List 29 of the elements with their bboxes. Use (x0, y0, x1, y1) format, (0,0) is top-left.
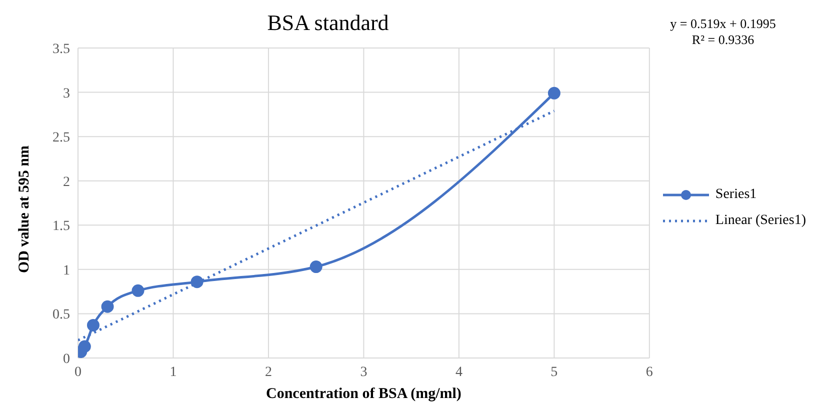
point (78, 340, 91, 353)
y-tick-label: 1 (63, 263, 70, 278)
y-tick-label: 2 (63, 174, 70, 190)
y-tick-label: 0 (63, 352, 70, 367)
text: R² = 0.9336 (690, 32, 756, 48)
point (132, 284, 144, 297)
legend-label: Series1 (715, 187, 757, 203)
y-tick-label: 0.5 (52, 308, 70, 323)
y-tick-label: 3 (63, 86, 70, 102)
chart-title: BSA standard (266, 10, 390, 36)
point (190, 276, 204, 288)
y-tick-label: 2.5 (52, 130, 70, 146)
point (101, 300, 114, 313)
x-tick-label: 3 (360, 364, 368, 380)
x-tick-label: 0 (74, 364, 82, 380)
point (86, 318, 100, 332)
point (548, 86, 560, 100)
x-axis-title: Concentration of BSA (mg/ml) (266, 386, 462, 402)
x-tick-label: 5 (550, 364, 558, 380)
x-tick-label: 1 (170, 364, 177, 380)
x-tick-label: 6 (646, 364, 653, 380)
legend-label: Linear (Series1) (715, 213, 806, 229)
y-axis-title: OD value at 595 nm (16, 144, 32, 273)
x-tick-label: 4 (455, 364, 462, 380)
text: y = 0.519x + 0.1995 (669, 16, 777, 32)
y-tick-label: 1.5 (52, 219, 70, 234)
y-tick-label: 3.5 (52, 42, 70, 57)
point (310, 260, 322, 274)
x-tick-label: 2 (264, 364, 272, 380)
